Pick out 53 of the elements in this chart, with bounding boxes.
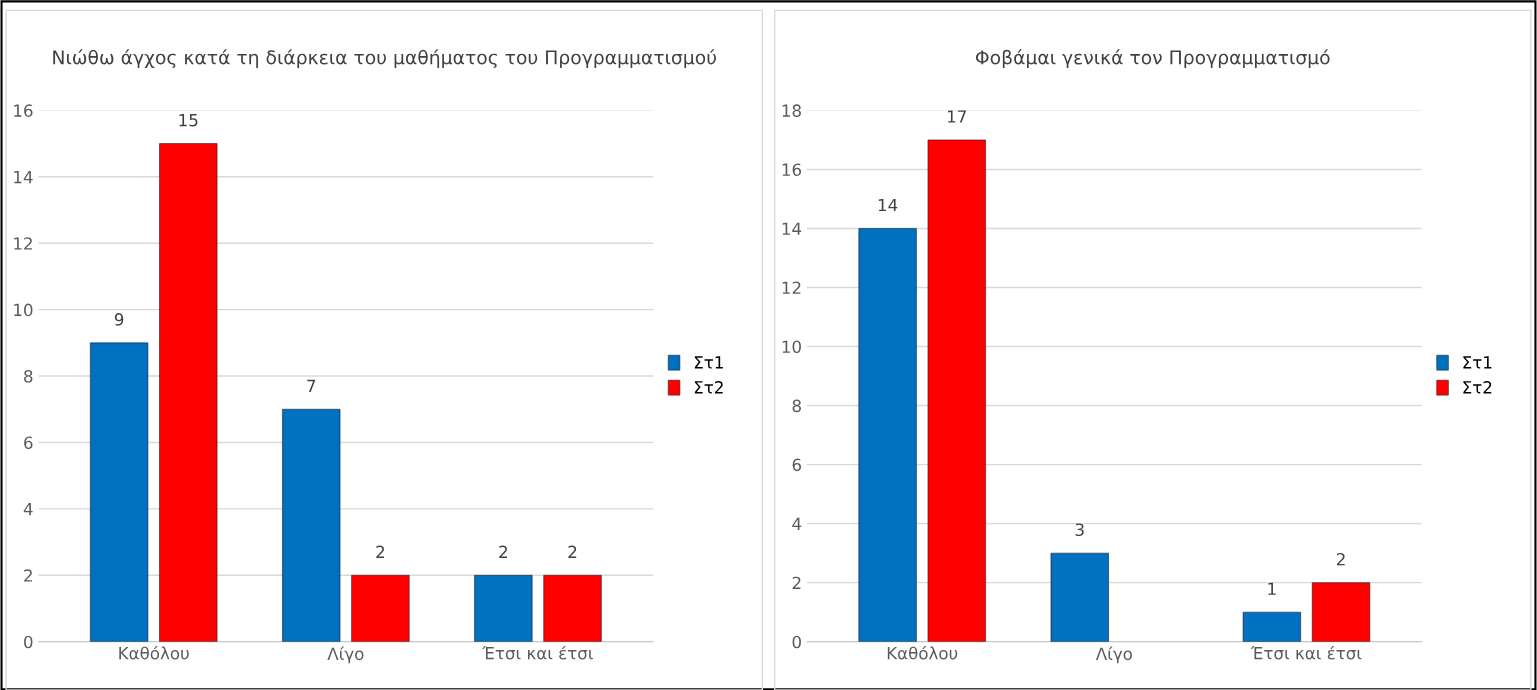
y-tick-label: 12 xyxy=(782,281,801,294)
bar xyxy=(90,342,149,642)
data-label: 7 xyxy=(307,379,316,392)
y-tick-label: 0 xyxy=(792,635,801,649)
y-tick-label: 0 xyxy=(24,635,33,649)
bar xyxy=(858,228,917,642)
x-tick-label: Έτσι και έτσι xyxy=(482,645,593,660)
y-tick-label: 8 xyxy=(24,370,33,383)
bar xyxy=(159,143,218,642)
bar xyxy=(351,575,410,642)
y-tick-label: 4 xyxy=(23,503,33,516)
bar xyxy=(927,139,986,642)
y-tick-label: 10 xyxy=(782,340,801,354)
y-tick-label: 8 xyxy=(792,399,801,413)
y-tick-label: 16 xyxy=(14,104,33,117)
data-label: 2 xyxy=(499,545,507,558)
data-label: 9 xyxy=(114,313,124,326)
data-label: 1 xyxy=(1268,582,1276,595)
data-label: 2 xyxy=(376,545,385,558)
y-tick-label: 10 xyxy=(14,303,33,317)
y-tick-label: 12 xyxy=(14,237,32,250)
data-label: 14 xyxy=(878,198,898,212)
y-tick-label: 16 xyxy=(782,163,802,176)
chart-title: Νιώθω άγχος κατά τη διάρκεια του μαθήματος του Προγραμματισμού xyxy=(53,49,716,69)
legend-label: Στ1 xyxy=(694,356,723,369)
bar xyxy=(282,408,341,642)
legend-label: Στ2 xyxy=(1463,381,1492,394)
bar xyxy=(1242,611,1301,642)
data-label: 2 xyxy=(1336,552,1345,566)
x-tick-label: Λίγο xyxy=(327,646,364,664)
y-tick-label: 4 xyxy=(792,517,802,530)
x-tick-label: Καθόλου xyxy=(887,645,958,660)
x-tick-label: Καθόλου xyxy=(119,645,189,660)
y-tick-label: 14 xyxy=(14,170,33,184)
y-tick-label: 18 xyxy=(782,104,801,117)
bar xyxy=(543,575,602,642)
x-tick-label: Έτσι και έτσι xyxy=(1250,645,1362,660)
bar xyxy=(474,575,533,642)
y-tick-label: 6 xyxy=(792,458,802,472)
legend-label: Στ2 xyxy=(694,381,723,394)
y-tick-label: 2 xyxy=(792,576,801,589)
data-label: 15 xyxy=(179,114,198,127)
y-tick-label: 14 xyxy=(782,222,802,235)
x-tick-label: Λίγο xyxy=(1095,646,1132,664)
data-label: 17 xyxy=(948,110,966,123)
bar xyxy=(1311,582,1371,642)
y-tick-label: 6 xyxy=(24,436,33,450)
chart-title: Φοβάμαι γενικά τον Προγραμματισμό xyxy=(975,49,1330,69)
bar xyxy=(1050,552,1109,642)
data-label: 2 xyxy=(568,545,577,558)
y-tick-label: 2 xyxy=(24,569,32,582)
data-label: 3 xyxy=(1075,523,1084,537)
legend-label: Στ1 xyxy=(1463,356,1492,369)
